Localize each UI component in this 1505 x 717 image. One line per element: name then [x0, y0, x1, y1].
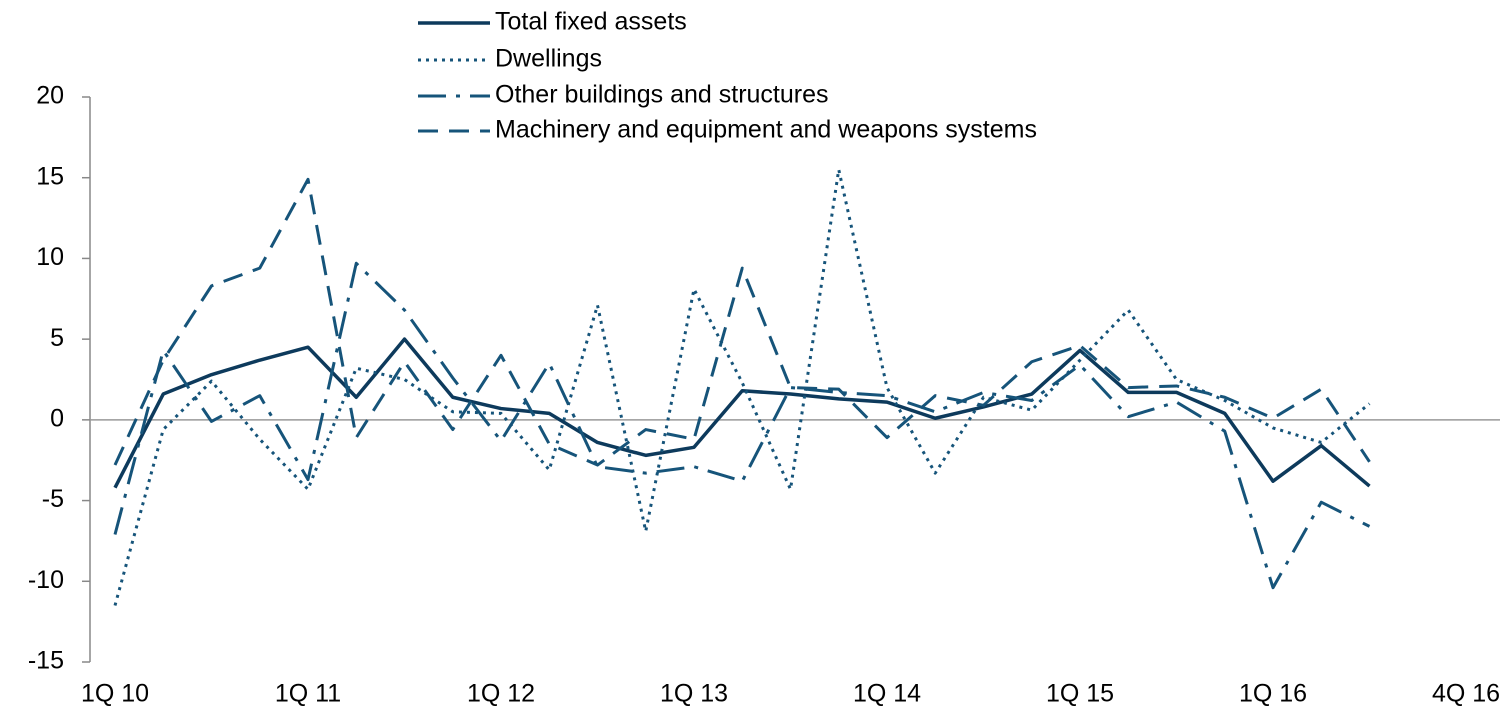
x-tick-label: 1Q 11 — [275, 680, 341, 708]
y-tick-label: -15 — [28, 647, 64, 675]
x-tick-label: 1Q 10 — [81, 680, 149, 708]
x-tick-label: 4Q 16 — [1432, 680, 1500, 708]
y-tick-label: 15 — [36, 162, 64, 190]
series-line — [113, 177, 1371, 467]
series-line — [113, 168, 1371, 606]
y-tick-label: -10 — [28, 566, 64, 594]
y-tick-label: 20 — [36, 82, 64, 110]
y-tick-label: 5 — [50, 324, 64, 352]
y-tick-label: -5 — [42, 485, 64, 513]
legend-label: Machinery and equipment and weapons syst… — [495, 116, 1037, 144]
x-tick-label: 1Q 15 — [1046, 680, 1114, 708]
y-tick-label: 0 — [50, 404, 64, 432]
x-tick-label: 1Q 16 — [1239, 680, 1307, 708]
legend-label: Total fixed assets — [495, 8, 687, 36]
y-tick-label: 10 — [36, 243, 64, 271]
x-tick-label: 1Q 12 — [467, 680, 535, 708]
x-tick-label: 1Q 14 — [853, 680, 921, 708]
legend-label: Dwellings — [495, 45, 602, 73]
x-tick-label: 1Q 13 — [660, 680, 728, 708]
legend-label: Other buildings and structures — [495, 81, 829, 109]
series-line — [113, 337, 1371, 489]
series-line — [113, 261, 1371, 590]
